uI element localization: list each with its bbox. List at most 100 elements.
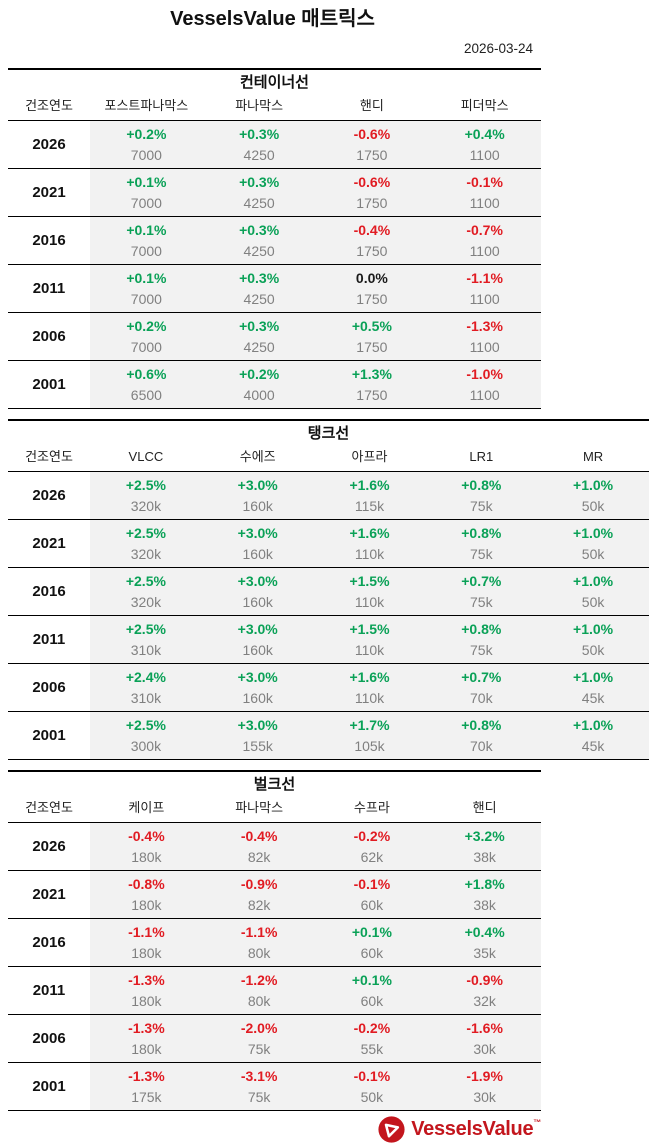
- column-header: 수프라: [353, 800, 390, 815]
- data-cell: +0.7% 70k: [425, 664, 538, 711]
- asset-value: 80k: [247, 945, 271, 961]
- percent-change: +1.7%: [349, 717, 390, 733]
- percent-change: +1.6%: [349, 669, 390, 685]
- table-row: 2026 +2.5% 320k +3.0% 160k +1.6% 115k +0.8% 75k +…: [8, 472, 649, 520]
- asset-value: 4250: [243, 195, 275, 211]
- asset-value: 180k: [131, 849, 162, 865]
- percent-change: +0.1%: [126, 222, 167, 238]
- data-cell: +1.0% 50k: [537, 520, 649, 567]
- asset-value: 50k: [360, 1089, 384, 1105]
- asset-value: 7000: [130, 147, 162, 163]
- column-header: 수에즈: [239, 449, 276, 464]
- asset-value: 310k: [130, 642, 162, 658]
- percent-change: -1.3%: [128, 1020, 165, 1036]
- data-cell: +0.4% 1100: [428, 121, 541, 168]
- percent-change: -0.1%: [466, 174, 503, 190]
- data-cell: +2.5% 320k: [90, 520, 202, 567]
- data-cell: +0.3% 4250: [202, 313, 316, 360]
- data-cell: -0.9% 82k: [202, 871, 316, 918]
- data-cell: -0.9% 32k: [428, 967, 541, 1014]
- percent-change: -0.2%: [353, 1020, 391, 1036]
- data-cell: +1.6% 110k: [313, 520, 426, 567]
- data-cell: +0.3% 4250: [202, 169, 316, 216]
- data-cell: +3.0% 160k: [201, 520, 314, 567]
- table-row: 2006 +0.2% 7000 +0.3% 4250 +0.5% 1750 -1.3% 1100: [8, 313, 541, 361]
- asset-value: 38k: [473, 897, 496, 913]
- table-row: 2011 +2.5% 310k +3.0% 160k +1.5% 110k +0.8% 75k +…: [8, 616, 649, 664]
- table-row: 2026 +0.2% 7000 +0.3% 4250 -0.6% 1750 +0.4% 1100: [8, 121, 541, 169]
- asset-value: 110k: [354, 690, 385, 706]
- data-cell: +3.0% 160k: [201, 568, 314, 615]
- percent-change: +2.5%: [125, 621, 166, 637]
- percent-change: -0.9%: [240, 876, 278, 892]
- percent-change: +0.3%: [239, 270, 280, 286]
- percent-change: -1.0%: [466, 366, 503, 382]
- table-row: 2016 +2.5% 320k +3.0% 160k +1.5% 110k +0.7% 75k +…: [8, 568, 649, 616]
- percent-change: -0.1%: [353, 876, 391, 892]
- year-column-header: 건조연도: [25, 98, 73, 113]
- percent-change: +1.0%: [573, 477, 614, 493]
- data-cell: 0.0% 1750: [315, 265, 429, 312]
- percent-change: +0.3%: [239, 318, 280, 334]
- asset-value: 1100: [469, 387, 500, 403]
- data-cell: +1.8% 38k: [428, 871, 541, 918]
- percent-change: +0.7%: [461, 573, 502, 589]
- asset-value: 75k: [470, 498, 493, 514]
- asset-value: 310k: [130, 690, 162, 706]
- data-cell: -1.9% 30k: [428, 1063, 541, 1110]
- data-cell: -0.1% 50k: [315, 1063, 429, 1110]
- percent-change: +0.1%: [126, 174, 167, 190]
- asset-value: 1750: [356, 339, 388, 355]
- data-cell: +1.5% 110k: [313, 616, 426, 663]
- percent-change: +0.5%: [351, 318, 392, 334]
- data-cell: -0.7% 1100: [428, 217, 541, 264]
- percent-change: +3.0%: [237, 621, 278, 637]
- data-cell: +1.0% 50k: [537, 616, 649, 663]
- data-cell: +0.7% 75k: [425, 568, 538, 615]
- data-cell: -0.1% 1100: [428, 169, 541, 216]
- percent-change: +2.5%: [125, 477, 166, 493]
- percent-change: +3.0%: [237, 477, 278, 493]
- asset-value: 1100: [469, 243, 500, 259]
- data-cell: -1.1% 80k: [202, 919, 316, 966]
- asset-value: 180k: [131, 897, 162, 913]
- data-cell: -0.8% 180k: [90, 871, 203, 918]
- data-cell: -1.1% 1100: [428, 265, 541, 312]
- percent-change: +1.0%: [573, 621, 614, 637]
- logo-wordmark: VesselsValue: [411, 1118, 534, 1140]
- table-row: 2021 +2.5% 320k +3.0% 160k +1.6% 110k +0.8% 75k +…: [8, 520, 649, 568]
- year-cell: 2016: [8, 217, 90, 264]
- section-title: 컨테이너선: [239, 74, 309, 91]
- year-cell: 2006: [8, 1015, 90, 1062]
- percent-change: +0.7%: [461, 669, 502, 685]
- data-cell: +0.1% 7000: [90, 265, 203, 312]
- percent-change: +3.0%: [237, 669, 278, 685]
- data-cell: +2.5% 300k: [90, 712, 202, 759]
- asset-value: 7000: [130, 339, 162, 355]
- data-cell: +0.1% 7000: [90, 169, 203, 216]
- column-header-row: 건조연도 포스트파나막스 파나막스 핸디 피더막스: [8, 95, 541, 121]
- asset-value: 80k: [247, 993, 271, 1009]
- data-cell: -0.4% 1750: [315, 217, 429, 264]
- asset-value: 75k: [470, 594, 493, 610]
- percent-change: -0.2%: [353, 828, 391, 844]
- column-header-row: 건조연도 케이프 파나막스 수프라 핸디: [8, 797, 541, 823]
- data-cell: +1.7% 105k: [313, 712, 426, 759]
- percent-change: +0.1%: [351, 924, 392, 940]
- data-cell: +0.1% 7000: [90, 217, 203, 264]
- asset-value: 60k: [360, 945, 384, 961]
- data-cell: -0.4% 82k: [202, 823, 316, 870]
- percent-change: -0.6%: [353, 126, 391, 142]
- percent-change: +2.4%: [125, 669, 166, 685]
- asset-value: 320k: [130, 546, 162, 562]
- asset-value: 4250: [243, 243, 275, 259]
- data-cell: +0.8% 75k: [425, 616, 538, 663]
- data-cell: +0.1% 60k: [315, 967, 429, 1014]
- asset-value: 70k: [470, 738, 493, 754]
- vesselsvalue-logo-text: VesselsValue™: [411, 1118, 541, 1141]
- percent-change: -0.8%: [128, 876, 165, 892]
- percent-change: -1.2%: [240, 972, 278, 988]
- data-cell: +0.3% 4250: [202, 121, 316, 168]
- percent-change: +0.8%: [461, 717, 502, 733]
- table-row: 2026 -0.4% 180k -0.4% 82k -0.2% 62k +3.2% 38k: [8, 823, 541, 871]
